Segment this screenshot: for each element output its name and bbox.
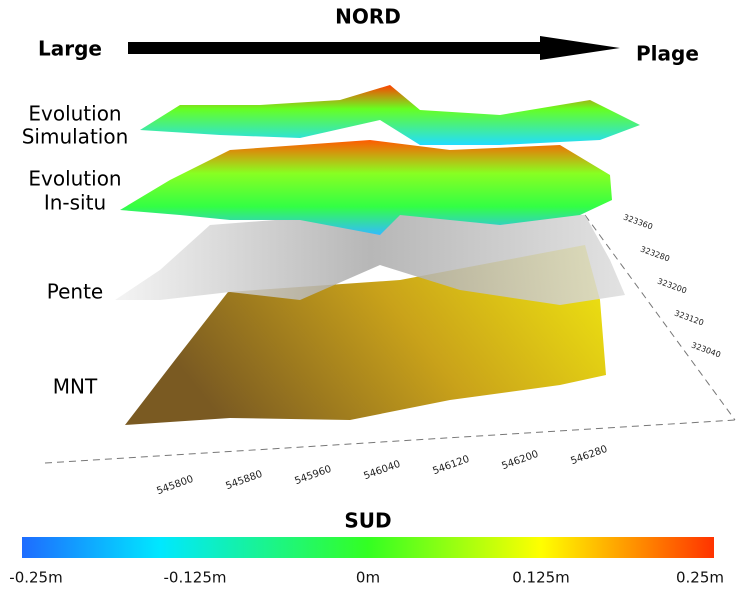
north-label: NORD: [335, 5, 401, 29]
colorbar-tick-label: 0m: [356, 569, 380, 587]
colorbar-tick-label: -0.125m: [164, 569, 227, 587]
right-label: Plage: [636, 42, 699, 66]
y-tick-label: 323360: [622, 213, 654, 232]
x-tick-label: 546040: [362, 459, 402, 482]
x-tick-label: 545800: [155, 474, 195, 497]
x-tick-label: 545960: [293, 464, 333, 487]
layer-label: Pente: [47, 280, 103, 304]
colorbar-title: SUD: [344, 509, 391, 533]
x-axis: [44, 419, 736, 464]
arrow: [128, 36, 620, 60]
y-tick-label: 323120: [673, 309, 705, 328]
layer-label: MNT: [53, 375, 98, 399]
x-tick-label: 546120: [431, 454, 471, 477]
colorbar: [22, 537, 714, 558]
y-tick-label: 323200: [656, 277, 688, 296]
colorbar-tick-label: -0.25m: [9, 569, 62, 587]
layer-label: In-situ: [44, 191, 106, 215]
colorbar-tick-label: 0.125m: [512, 569, 570, 587]
x-tick-label: 545880: [224, 469, 264, 492]
simulation-surface: [140, 85, 640, 145]
y-axis: [584, 214, 736, 421]
layer-label: Evolution: [28, 167, 121, 191]
layer-label: Evolution: [28, 102, 121, 126]
insitu-surface: [120, 140, 612, 235]
layer-label: Simulation: [22, 125, 129, 149]
left-label: Large: [38, 37, 102, 61]
x-tick-label: 546200: [500, 449, 540, 472]
colorbar-tick-label: 0.25m: [676, 569, 724, 587]
pente-surface: [115, 212, 625, 305]
x-tick-label: 546280: [569, 444, 609, 467]
y-tick-label: 323040: [690, 341, 722, 360]
y-tick-label: 323280: [639, 245, 671, 264]
